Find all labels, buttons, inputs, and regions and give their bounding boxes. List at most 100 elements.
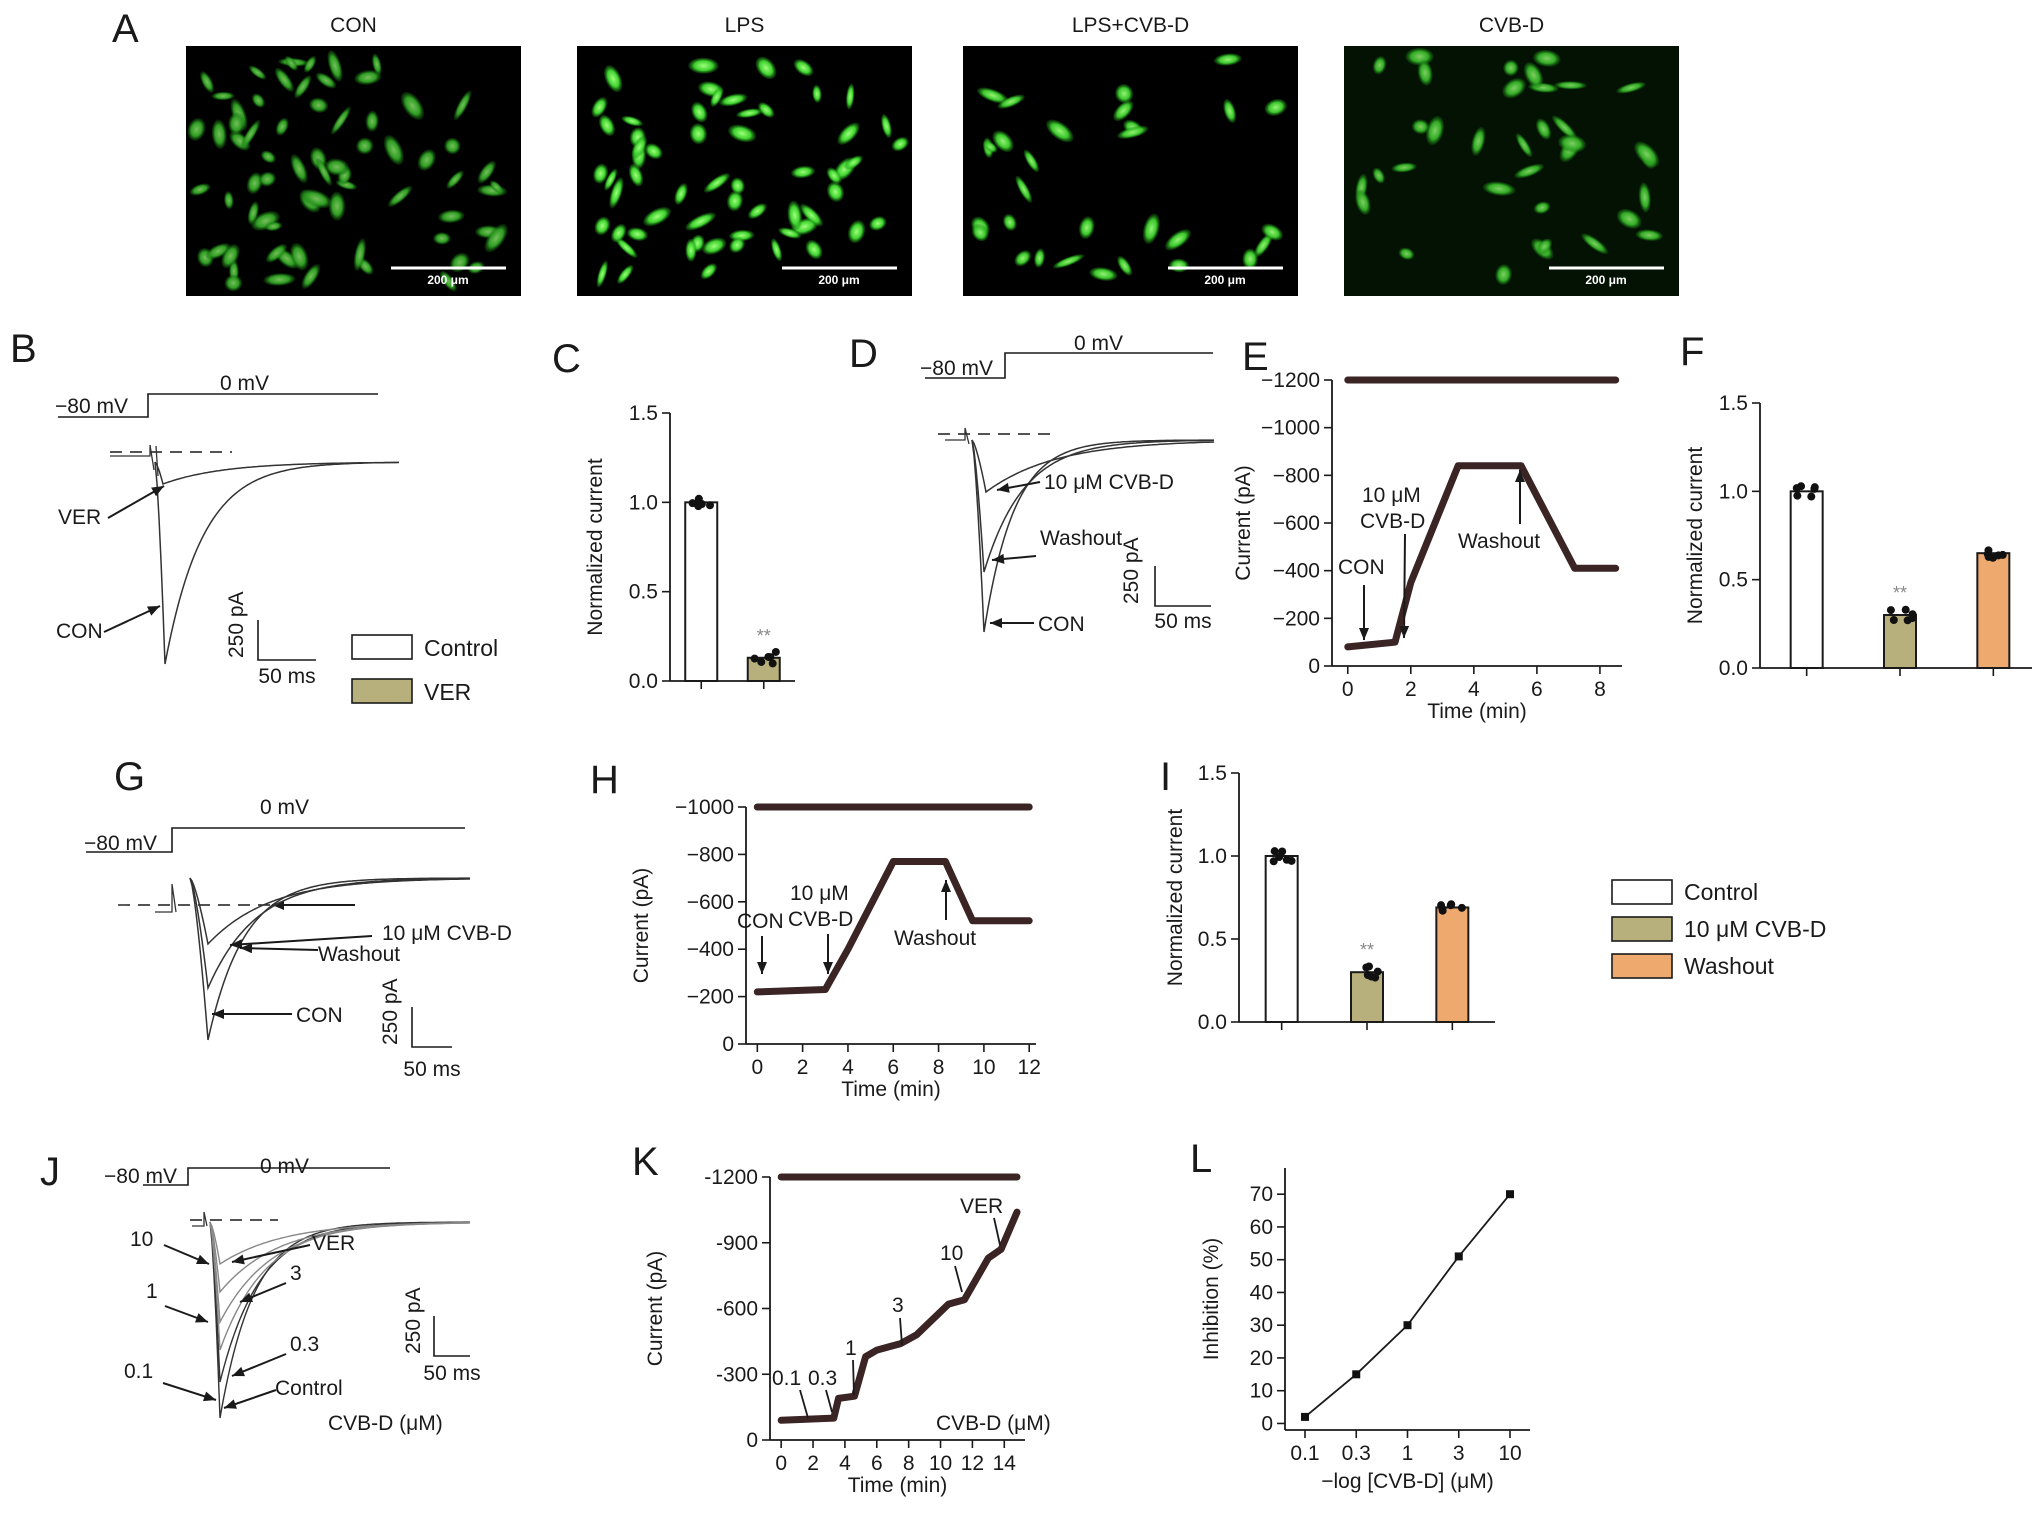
chart-C: 0.0 0.5 1.0 1.5 Normalized current ** — [584, 402, 795, 693]
data-point — [1807, 492, 1816, 501]
arrow-con — [212, 1009, 292, 1019]
cell — [309, 97, 329, 113]
cell — [1089, 267, 1118, 282]
cell — [439, 270, 457, 292]
current-scale-label: 250 pA — [402, 1287, 425, 1354]
cell — [730, 177, 745, 195]
label-washout: Washout — [894, 927, 976, 950]
y-tick-label: −1000 — [1261, 417, 1320, 440]
holding-voltage-label: −80 mV — [104, 1165, 177, 1188]
data-point — [706, 501, 715, 510]
panel-d-traces: −80 mV 0 mV 10 μM CVB-D Washout CON 250 pA 50 … — [920, 332, 1215, 636]
cell — [729, 237, 745, 253]
voltage-protocol — [925, 352, 1213, 379]
x-tick-label: 4 — [1468, 678, 1480, 701]
cell — [747, 203, 767, 219]
y-tick-label: −600 — [1273, 512, 1320, 535]
cell — [489, 180, 504, 194]
time-scale-label: 50 ms — [423, 1362, 480, 1385]
trace-cvbd — [971, 439, 1215, 494]
cell — [247, 201, 259, 225]
data-point — [1901, 605, 1910, 614]
y-axis-label: Normalized current — [584, 458, 607, 636]
legend-label: Washout — [1684, 953, 1775, 979]
cell — [1638, 182, 1651, 213]
y-tick-label: -300 — [716, 1363, 758, 1386]
y-tick-label: 0 — [1261, 1412, 1273, 1435]
data-point — [1287, 856, 1296, 865]
cell — [726, 190, 743, 212]
cell — [770, 238, 783, 262]
x-tick-label: 14 — [993, 1452, 1017, 1475]
arrow-washout — [1515, 470, 1525, 524]
y-tick-label: 20 — [1250, 1347, 1273, 1370]
cell — [598, 114, 616, 137]
cell — [778, 227, 802, 239]
arrow-con — [990, 618, 1034, 628]
y-tick-label: −200 — [687, 986, 734, 1009]
arrow-01 — [162, 1382, 217, 1402]
cell — [1254, 233, 1273, 258]
arrow-con — [103, 605, 161, 633]
panel-j-traces: −80 mV 0 mV 10 1 0.1 VER 3 0.3 Control CVB-D (μM)… — [104, 1155, 481, 1435]
cell — [1551, 115, 1578, 140]
x-axis-label: −log [CVB-D] (μM) — [1321, 1470, 1494, 1493]
cell — [1261, 223, 1283, 241]
cell — [631, 136, 648, 159]
y-axis-label: Current (pA) — [630, 868, 653, 984]
cell — [290, 154, 308, 184]
data-point — [1301, 1412, 1309, 1421]
cell — [1372, 167, 1385, 184]
data-point — [1352, 1370, 1361, 1379]
cell — [1014, 250, 1032, 267]
cell — [365, 110, 379, 132]
step-voltage-label: 0 mV — [1074, 332, 1123, 355]
x-tick-label: 12 — [1018, 1056, 1041, 1079]
cell — [1142, 213, 1160, 244]
legend-swatch — [1611, 879, 1673, 905]
arrow-cvbd — [996, 481, 1041, 493]
cell — [1117, 255, 1133, 276]
cell — [328, 191, 346, 221]
trace-ver — [154, 461, 399, 485]
data-point — [1506, 1190, 1514, 1199]
y-tick-label: −400 — [1273, 560, 1320, 583]
panel-letter-K: K — [632, 1140, 659, 1184]
cell — [189, 183, 211, 196]
cell — [805, 239, 823, 260]
y-axis-label: Normalized current — [1684, 447, 1707, 625]
label-con: CON — [1338, 556, 1385, 579]
panel-letter-L: L — [1190, 1137, 1212, 1181]
cell — [1411, 119, 1430, 135]
x-tick-label: 6 — [871, 1452, 883, 1475]
cell — [1533, 201, 1551, 214]
holding-voltage-label: −80 mV — [920, 357, 993, 380]
x-axis-label: Time (min) — [1427, 700, 1527, 723]
y-tick-label: -1200 — [704, 1166, 758, 1189]
bar-0 — [684, 501, 719, 683]
data-point — [1457, 903, 1466, 912]
arrow-zero — [272, 900, 355, 910]
data-point — [1269, 857, 1278, 866]
label-cvb: CVB-D — [788, 908, 853, 931]
cell — [609, 177, 624, 209]
cell — [603, 65, 623, 93]
panel-letter-H: H — [590, 758, 619, 802]
label-washout: Washout — [1040, 527, 1122, 550]
data-point — [1908, 610, 1917, 619]
cell — [799, 203, 824, 227]
cell — [324, 158, 349, 176]
cell — [477, 160, 496, 184]
cell — [265, 243, 288, 263]
cell-cluster — [1355, 47, 1664, 285]
cell — [301, 263, 321, 289]
cell — [1616, 81, 1646, 94]
y-tick-label: −400 — [687, 938, 734, 961]
voltage-protocol — [58, 393, 378, 418]
chart-F: 0.0 0.5 1.0 1.5 Normalized current ** — [1684, 392, 2032, 680]
legend-label: 10 μM CVB-D — [1684, 916, 1826, 942]
cell — [417, 149, 436, 171]
cell — [205, 243, 231, 260]
cell — [1482, 181, 1516, 196]
